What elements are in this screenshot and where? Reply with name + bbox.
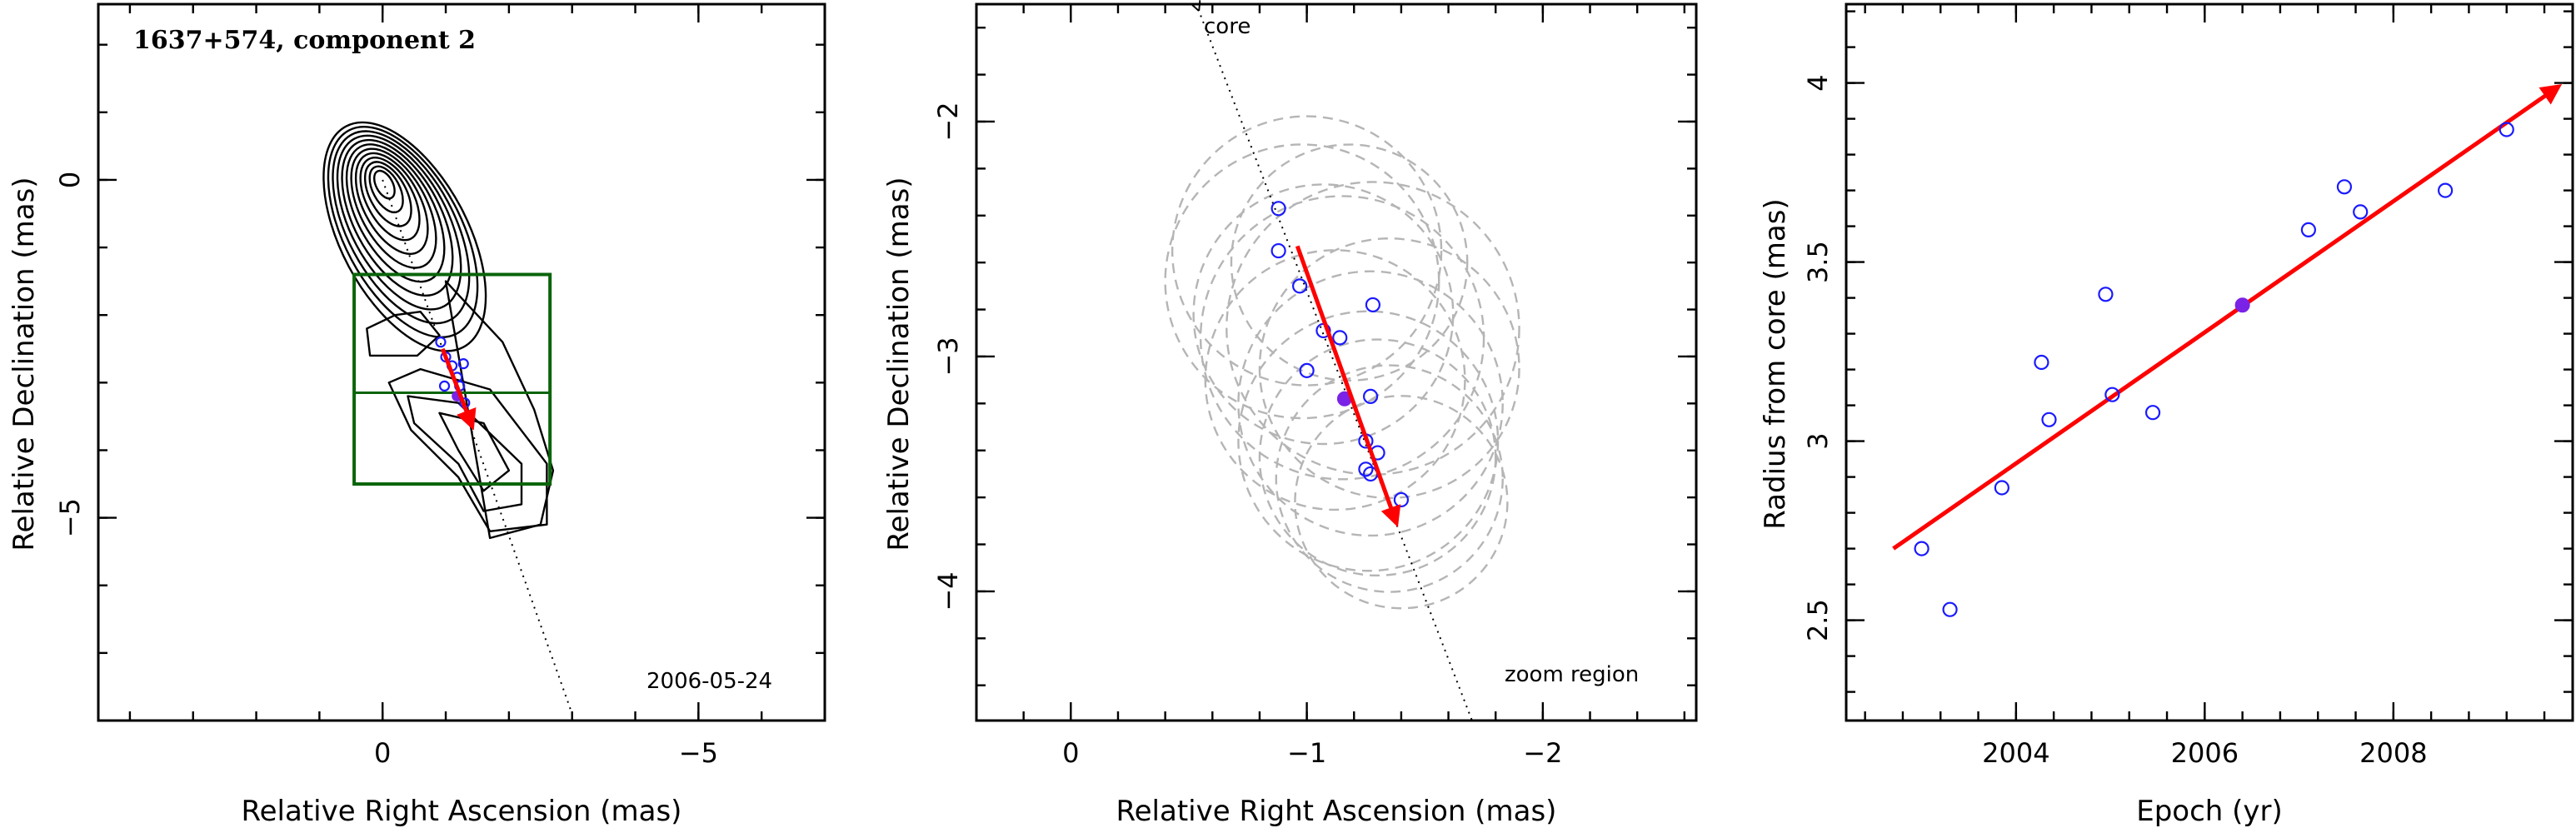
panel1-data-point xyxy=(438,380,451,392)
panel-zoom: 0 −1 −2 −2 −3 −4 core zoom region Relative Ri… xyxy=(882,2,1698,828)
panel3-data-point xyxy=(2034,354,2049,371)
core-contour xyxy=(336,134,462,311)
panel3-xlabel: Epoch (yr) xyxy=(2136,795,2283,828)
panel1-ylabel: Relative Declination (mas) xyxy=(7,177,41,551)
core-contour xyxy=(359,157,421,242)
core-contour xyxy=(322,121,487,352)
core-contour xyxy=(354,152,429,256)
panel3-xtick-label: 2008 xyxy=(2359,737,2427,769)
zoom-region-box xyxy=(352,272,552,486)
panel3-ytick-label: 3 xyxy=(1802,432,1834,449)
panel2-data-point xyxy=(1365,297,1381,313)
panel3-data-point xyxy=(2499,122,2514,137)
panel2-ytick-label: −2 xyxy=(932,102,964,141)
core-contour xyxy=(350,147,437,269)
panel2-data-point xyxy=(1299,362,1315,378)
panel3-current-epoch-point xyxy=(2234,297,2250,313)
panel-component-map: 0 −50−5 1637+574, component 2 2006-05-24 … xyxy=(7,2,826,828)
panel1-frame xyxy=(97,2,826,722)
panel3-data-point xyxy=(1942,601,1958,617)
panel3-xtick-label: 2004 xyxy=(1982,737,2049,769)
core-contour xyxy=(368,165,404,214)
panel1-ytick-label: −5 xyxy=(54,498,86,537)
panel-radius-epoch: 2004 2006 2008 2.5 3 3.5 4 Epoch (yr) Radius f… xyxy=(1759,2,2574,828)
core-contour xyxy=(332,130,471,325)
panel3-data-point xyxy=(2098,287,2114,302)
core-contour xyxy=(363,161,412,227)
panel3-ytick-label: 2.5 xyxy=(1802,599,1834,641)
panel3-data-point xyxy=(1994,480,2009,496)
core-contour xyxy=(373,169,396,200)
panel3-frame xyxy=(1845,2,2574,722)
beam-circle xyxy=(1204,249,1466,511)
core-contour xyxy=(341,138,454,297)
panel3-data-point xyxy=(1914,541,1930,556)
panel3-xtick-label: 2006 xyxy=(2171,737,2239,769)
panel1-date-label: 2006-05-24 xyxy=(646,669,772,694)
panel2-ytick-label: −4 xyxy=(932,571,964,611)
panel1-xlabel: Relative Right Ascension (mas) xyxy=(242,795,682,828)
beam-circle xyxy=(1226,181,1520,476)
panel2-xtick-label: −2 xyxy=(1523,737,1562,769)
panel3-data-point xyxy=(2336,179,2353,195)
panel1-xtick-label: −5 xyxy=(679,737,718,769)
panel2-data-point xyxy=(1362,388,1379,404)
panel3-ytick-label: 3.5 xyxy=(1802,241,1834,283)
panel2-data-point xyxy=(1358,461,1374,477)
panel1-xtick-label: 0 xyxy=(374,737,391,769)
panel3-data-point xyxy=(2144,405,2161,421)
panel2-xtick-label: 0 xyxy=(1062,737,1079,769)
core-contour xyxy=(327,126,479,338)
panel2-ylabel: Relative Declination (mas) xyxy=(882,177,916,551)
panel3-data-point xyxy=(2438,182,2454,198)
motion-vector xyxy=(440,347,477,431)
core-contour xyxy=(345,143,446,283)
panel2-data-point xyxy=(1291,278,1308,294)
panel3-data-point xyxy=(2104,387,2120,402)
core-direction-line xyxy=(1198,9,1473,721)
panel3-data-point xyxy=(2353,204,2369,220)
beam-circle xyxy=(1258,338,1497,577)
beam-circle xyxy=(1230,143,1469,382)
panel2-data-point xyxy=(1393,491,1410,508)
fit-line xyxy=(1892,84,2563,551)
beam-circle xyxy=(1237,270,1504,537)
zoom-region-annotation: zoom region xyxy=(1505,662,1639,687)
beam-circle xyxy=(1192,183,1455,446)
panel2-data-point xyxy=(1332,330,1348,346)
jet-contour xyxy=(444,280,555,540)
jet-contour xyxy=(438,412,511,492)
jet-direction-line xyxy=(382,179,573,715)
beam-circle xyxy=(1275,364,1504,593)
panel2-frame xyxy=(975,2,1698,722)
beam-circle xyxy=(1199,195,1485,481)
beam-circle xyxy=(1164,143,1440,420)
beam-circle xyxy=(1171,115,1443,387)
panel2-xtick-label: −1 xyxy=(1287,737,1326,769)
panel2-data-point xyxy=(1271,201,1286,217)
panel1-data-point xyxy=(435,337,447,348)
core-annotation: core xyxy=(1204,14,1251,39)
panel1-title: 1637+574, component 2 xyxy=(133,26,476,55)
beam-circle xyxy=(1237,310,1500,572)
panel3-ylabel: Radius from core (mas) xyxy=(1759,198,1792,529)
panel2-ytick-label: −3 xyxy=(932,337,964,376)
panel2-xlabel: Relative Right Ascension (mas) xyxy=(1116,795,1557,828)
jet-contour xyxy=(387,367,548,532)
beam-circle xyxy=(1294,395,1509,610)
panel1-data-point xyxy=(457,358,469,370)
panel3-data-point xyxy=(2041,412,2057,427)
panel1-ytick-label: 0 xyxy=(54,172,86,188)
panel3-data-point xyxy=(2300,222,2317,237)
panel3-ytick-label: 4 xyxy=(1802,74,1834,91)
jet-contour xyxy=(366,311,441,357)
panel2-data-point xyxy=(1271,242,1286,259)
motion-vector xyxy=(1295,245,1401,527)
